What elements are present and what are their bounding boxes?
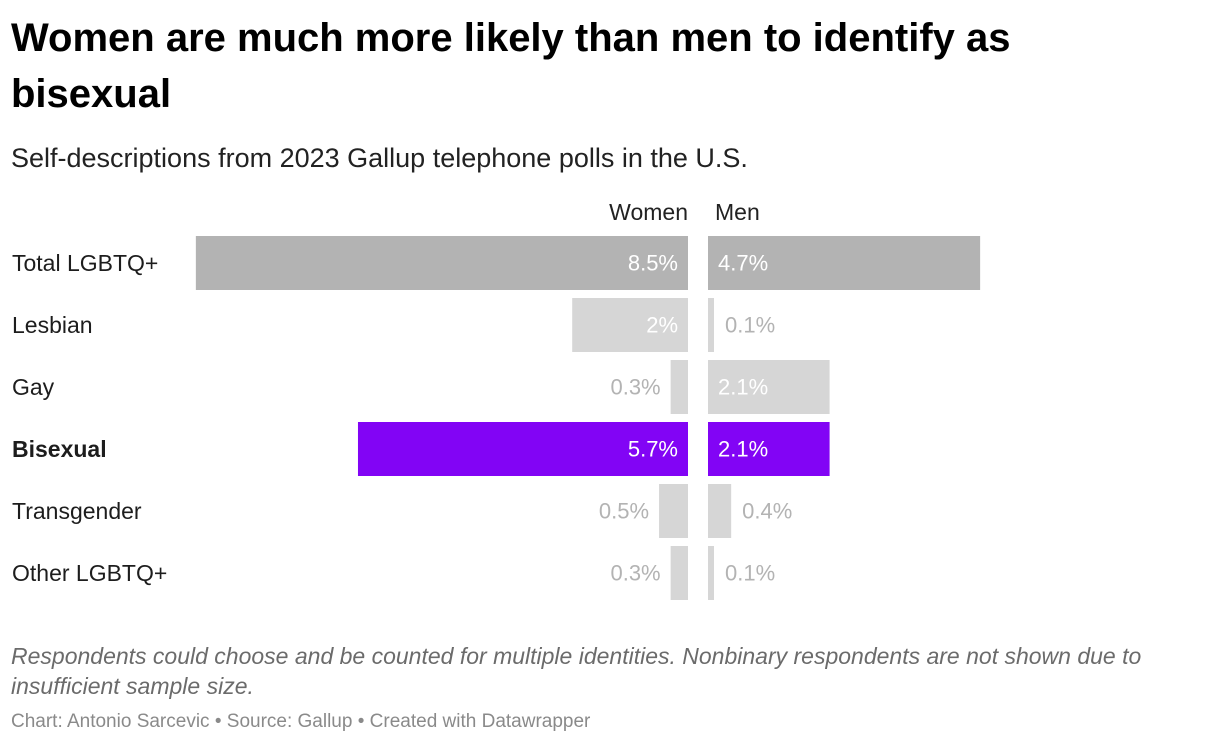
- value-label-men-transgender: 0.4%: [742, 499, 792, 524]
- value-label-men-bisexual: 2.1%: [718, 437, 768, 462]
- bar-women-gay: [670, 360, 688, 414]
- value-label-men-total-lgbtq: 4.7%: [718, 251, 768, 276]
- value-label-men-lesbian: 0.1%: [725, 313, 775, 338]
- credit-author: Chart: Antonio Sarcevic: [11, 711, 210, 732]
- chart-credits: Chart: Antonio Sarcevic • Source: Gallup…: [11, 709, 590, 735]
- value-label-women-gay: 0.3%: [610, 375, 660, 400]
- row-label-transgender: Transgender: [12, 498, 142, 524]
- row-label-total-lgbtq: Total LGBTQ+: [12, 250, 158, 276]
- bar-men-lesbian: [708, 298, 714, 352]
- credit-source: Source: Gallup: [226, 711, 353, 732]
- value-label-women-transgender: 0.5%: [599, 499, 649, 524]
- bar-men-other-lgbtq: [708, 546, 714, 600]
- value-label-men-other-lgbtq: 0.1%: [725, 561, 775, 586]
- row-label-gay: Gay: [12, 374, 55, 400]
- chart-title: Women are much more likely than men to i…: [11, 16, 1011, 116]
- chart-subtitle: Self-descriptions from 2023 Gallup telep…: [11, 143, 748, 173]
- column-header-men: Men: [715, 199, 760, 225]
- value-label-men-gay: 2.1%: [718, 375, 768, 400]
- bar-men-total-lgbtq: [708, 236, 981, 290]
- bar-women-lesbian: [572, 298, 688, 352]
- bar-women-transgender: [659, 484, 688, 538]
- row-label-bisexual: Bisexual: [12, 436, 107, 462]
- value-label-women-total-lgbtq: 8.5%: [628, 251, 678, 276]
- value-label-women-other-lgbtq: 0.3%: [610, 561, 660, 586]
- bar-men-transgender: [708, 484, 732, 538]
- credit-separator: •: [352, 711, 370, 732]
- row-label-other-lgbtq: Other LGBTQ+: [12, 560, 167, 586]
- bar-men-gay: [708, 360, 830, 414]
- bar-men-bisexual: [708, 422, 830, 476]
- bar-women-bisexual: [357, 422, 688, 476]
- value-label-women-bisexual: 5.7%: [628, 437, 678, 462]
- bar-women-other-lgbtq: [670, 546, 688, 600]
- column-header-women: Women: [609, 199, 688, 225]
- chart-notes: Respondents could choose and be counted …: [11, 643, 1142, 699]
- value-label-women-lesbian: 2%: [646, 313, 678, 338]
- row-label-lesbian: Lesbian: [12, 312, 93, 338]
- credit-separator: •: [209, 711, 227, 732]
- bar-women-total-lgbtq: [195, 236, 688, 290]
- credit-tool: Created with Datawrapper: [369, 711, 591, 732]
